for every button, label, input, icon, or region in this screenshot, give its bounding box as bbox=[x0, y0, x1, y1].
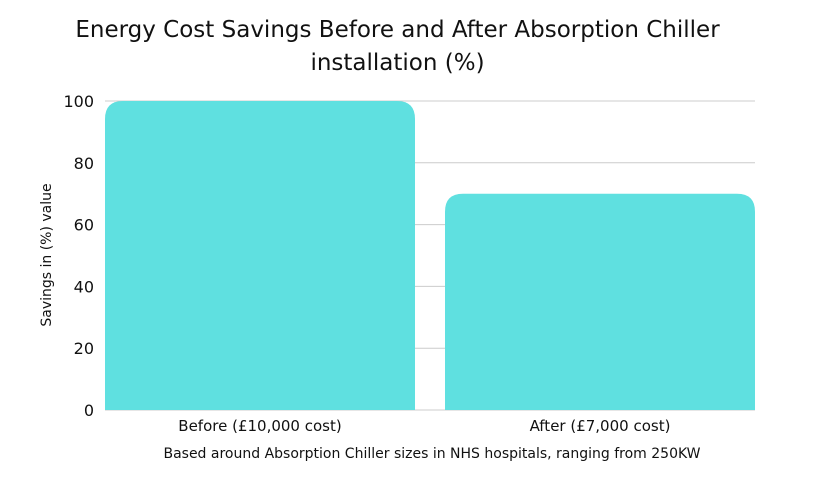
category-label: Before (£10,000 cost) bbox=[178, 417, 341, 435]
y-tick-label: 80 bbox=[74, 154, 94, 173]
bars bbox=[105, 101, 755, 410]
y-tick-label: 60 bbox=[74, 216, 94, 235]
bar-after bbox=[445, 193, 755, 410]
bar-before bbox=[105, 101, 415, 410]
chart-title: Energy Cost Savings Before and After Abs… bbox=[75, 17, 720, 76]
x-axis-title: Based around Absorption Chiller sizes in… bbox=[163, 446, 700, 462]
y-tick-label: 40 bbox=[74, 277, 94, 296]
category-label: After (£7,000 cost) bbox=[530, 417, 671, 435]
y-tick-label: 100 bbox=[63, 92, 94, 111]
y-tick-label: 20 bbox=[74, 339, 94, 358]
category-labels: Before (£10,000 cost) After (£7,000 cost) bbox=[178, 417, 670, 435]
y-tick-labels: 0 20 40 60 80 100 bbox=[63, 92, 94, 420]
y-axis-title: Savings in (%) value bbox=[39, 183, 55, 326]
y-tick-label: 0 bbox=[84, 401, 94, 420]
